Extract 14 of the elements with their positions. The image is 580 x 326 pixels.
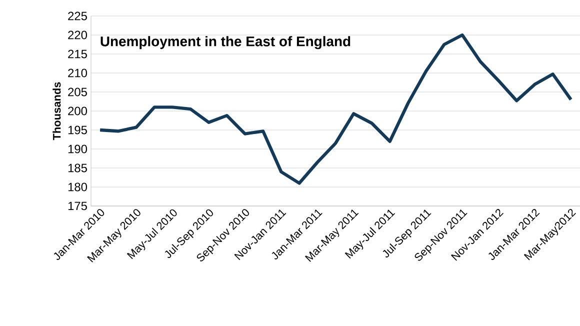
y-tick-label: 215 [68, 50, 87, 58]
y-tick-label: 180 [68, 182, 88, 192]
y-tick-label: 190 [68, 144, 88, 154]
text: Unemployment in the East of England [100, 36, 350, 50]
y-tick-label: 200 [68, 106, 88, 116]
y-tick-label: 220 [68, 30, 88, 40]
y-tick-label: 195 [68, 126, 87, 134]
y-tick-label: 210 [68, 68, 88, 78]
y-tick-label: 225 [68, 12, 87, 20]
y-axis-title: Thousands [52, 82, 61, 140]
y-tick-label: 185 [68, 164, 87, 172]
y-tick-label: 205 [68, 88, 87, 96]
y-tick-label: 175 [68, 202, 87, 210]
line-series [98, 33, 573, 185]
